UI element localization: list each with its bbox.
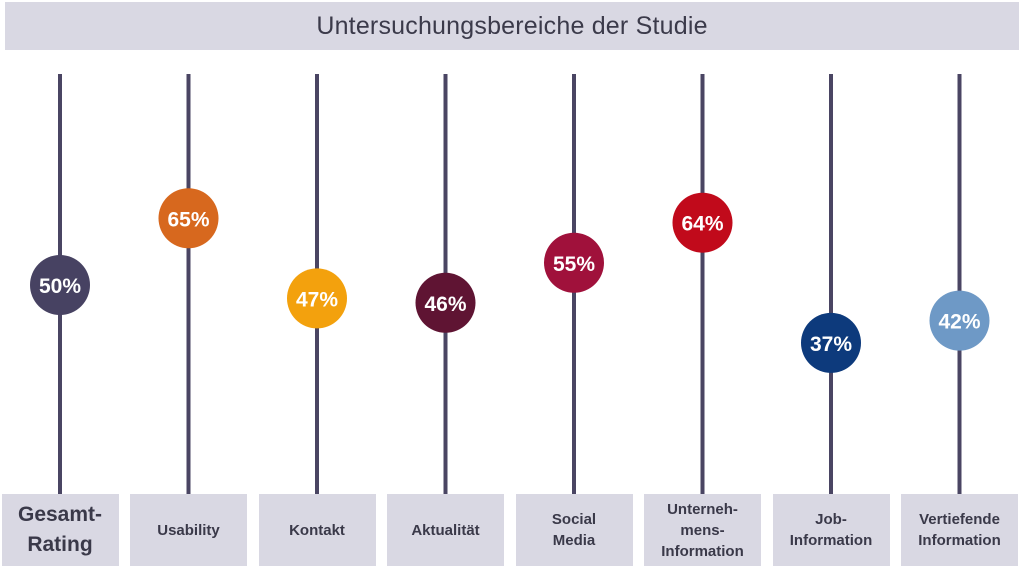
category-label: Social Media xyxy=(515,494,633,566)
category-label: Usability xyxy=(130,494,247,566)
data-label: 42% xyxy=(938,311,980,334)
data-point xyxy=(30,255,90,315)
data-label: 50% xyxy=(39,275,81,298)
data-label: 65% xyxy=(167,208,209,231)
data-label: 64% xyxy=(681,213,723,236)
data-label: 46% xyxy=(424,293,466,316)
data-point xyxy=(158,188,219,249)
category-label: Vertiefende Information xyxy=(901,494,1018,566)
data-label: 55% xyxy=(553,253,595,276)
category-label: Kontakt xyxy=(258,494,376,566)
data-point xyxy=(415,272,476,333)
chart-title-bar: Untersuchungsbereiche der Studie xyxy=(5,2,1019,50)
category-label: Unterneh- mens- Information xyxy=(644,494,761,566)
data-label: 37% xyxy=(810,333,852,356)
data-point xyxy=(929,290,990,351)
data-point xyxy=(287,268,347,329)
category-label: Job- Information xyxy=(772,494,890,566)
data-point xyxy=(801,312,861,373)
category-label: Gesamt- Rating xyxy=(1,494,119,566)
data-point xyxy=(672,192,733,253)
data-label: 47% xyxy=(296,288,338,311)
data-point xyxy=(544,232,604,293)
category-label: Aktualität xyxy=(387,494,504,566)
chart-title: Untersuchungsbereiche der Studie xyxy=(316,11,708,40)
